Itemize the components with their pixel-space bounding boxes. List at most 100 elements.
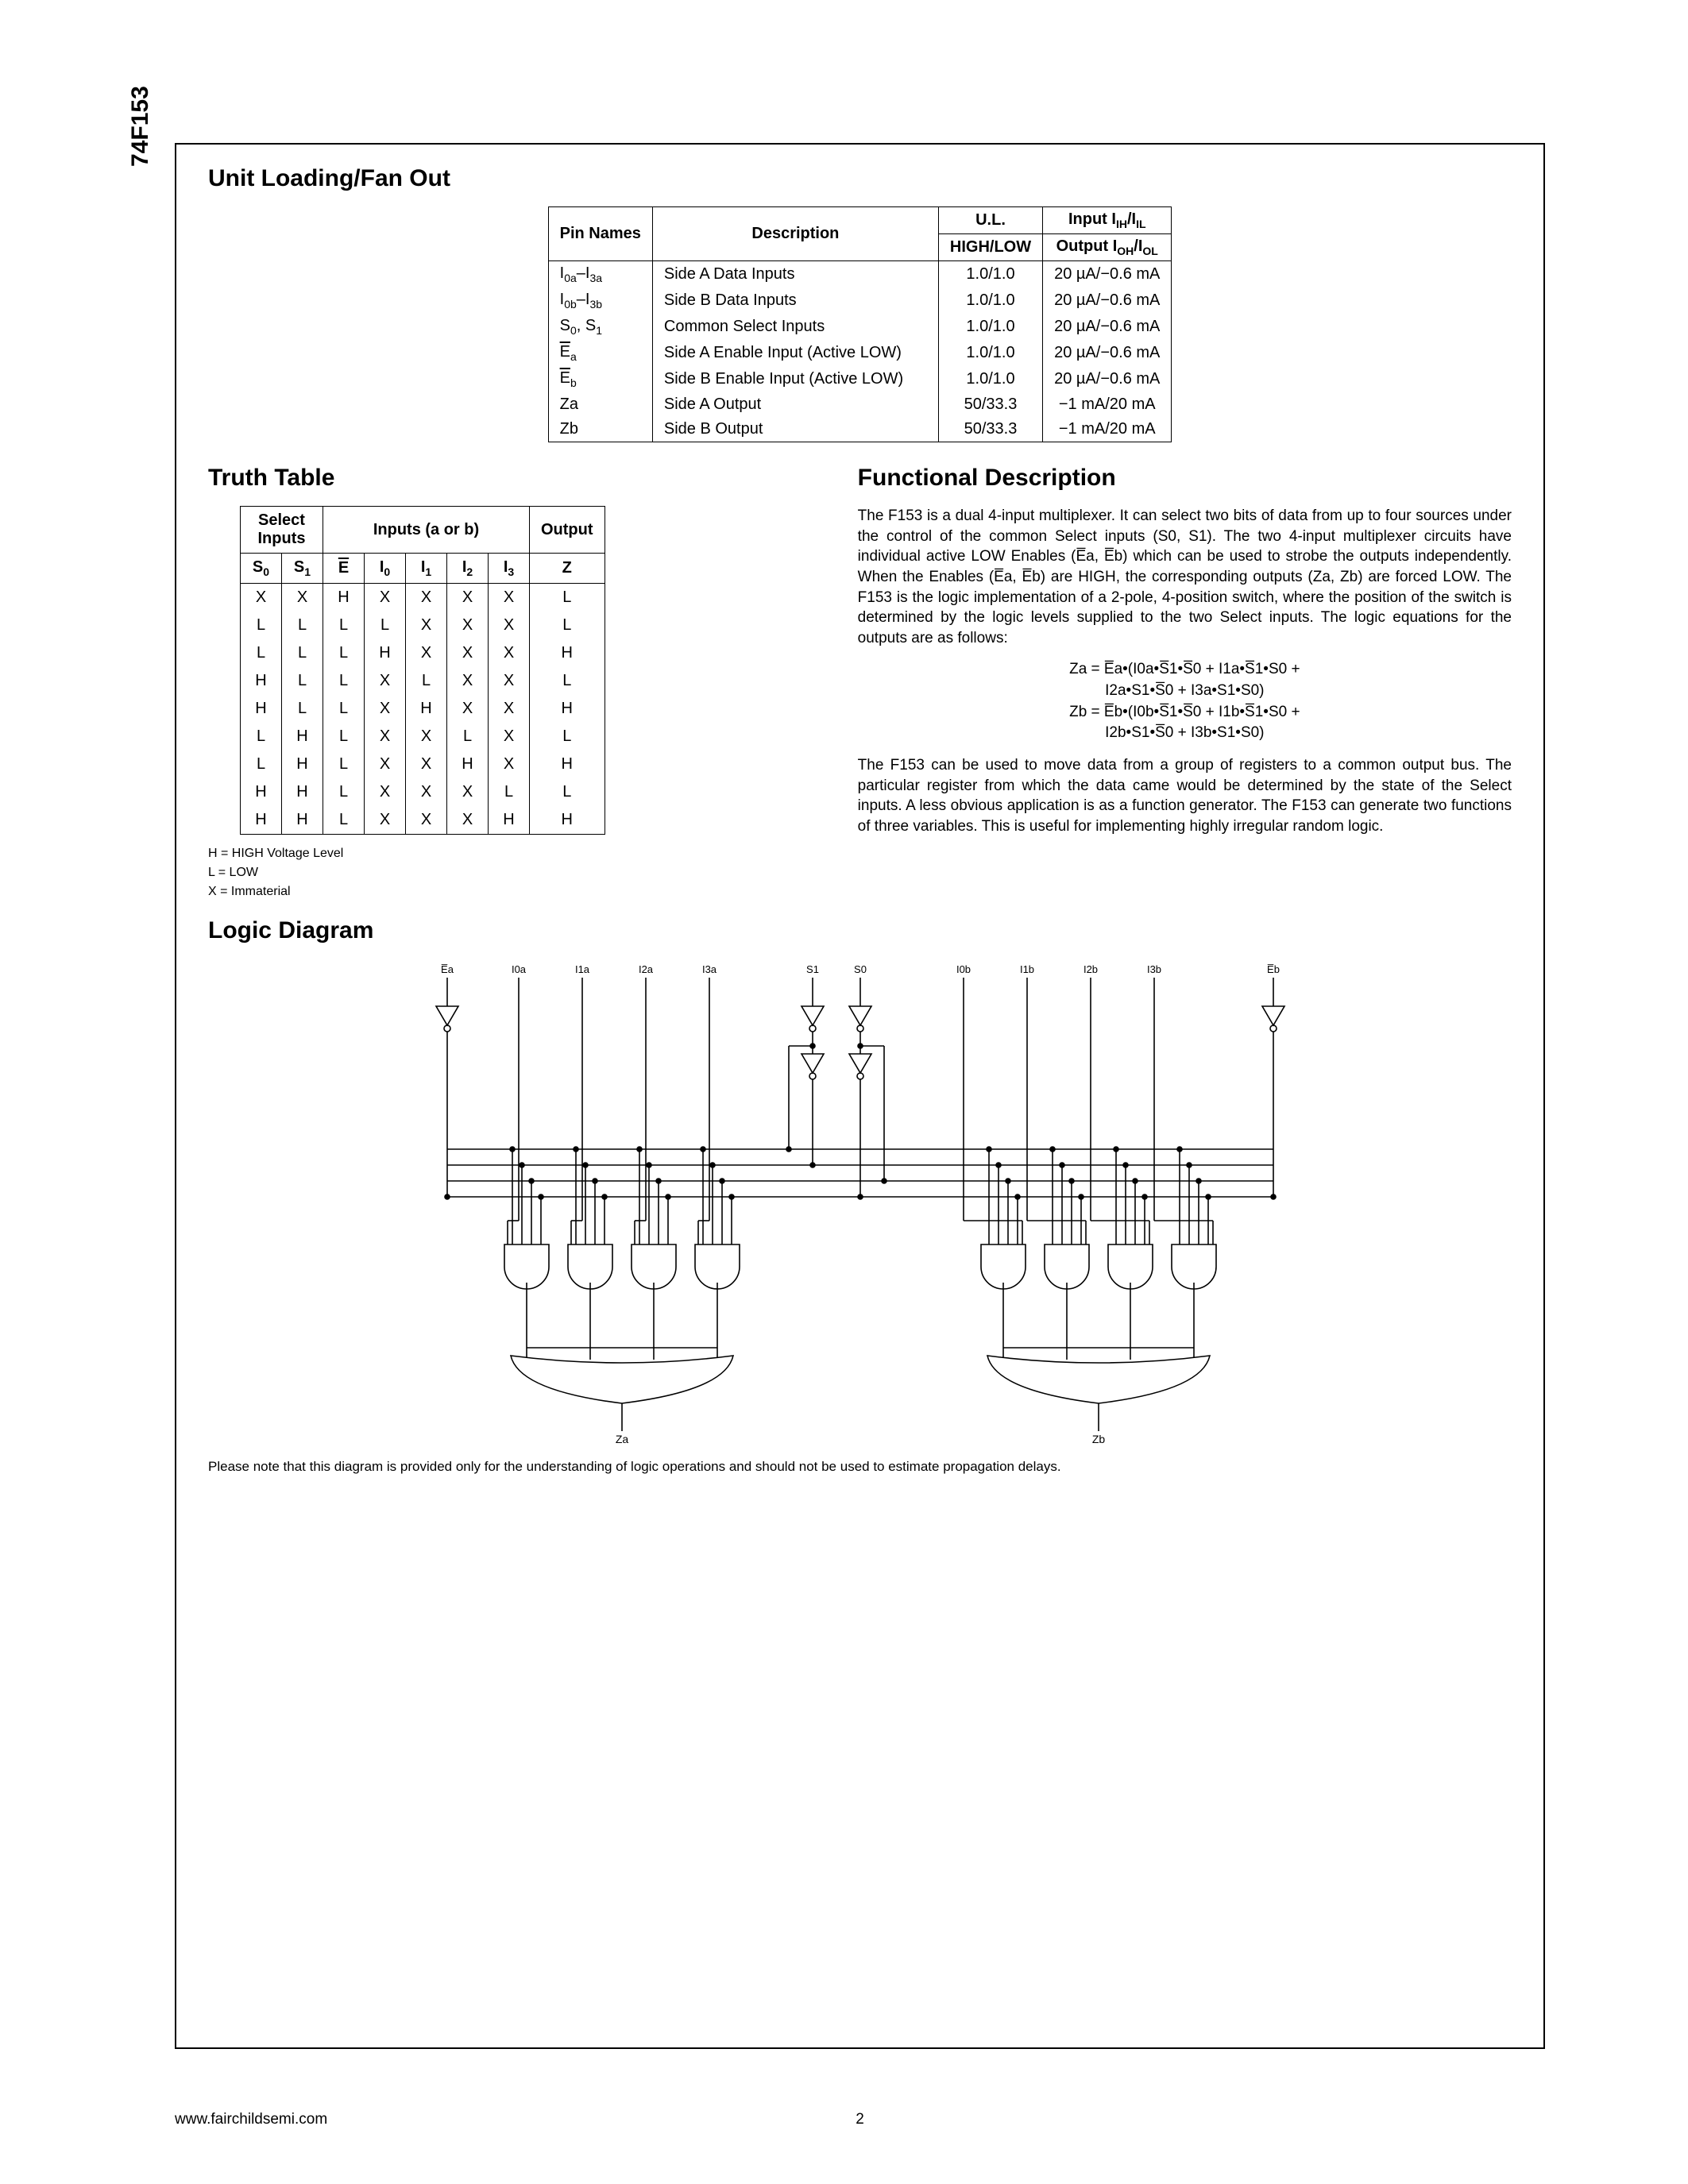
functional-paragraph-1: The F153 is a dual 4-input multiplexer. …	[858, 506, 1512, 648]
svg-text:E̅b: E̅b	[1267, 963, 1280, 975]
cell-io: 20 µA/−0.6 mA	[1043, 261, 1172, 288]
cell: L	[365, 612, 406, 639]
cell: X	[365, 667, 406, 695]
cell: L	[282, 639, 323, 667]
logic-equations: Za = E̅a•(I0a•S̅1•S̅0 + I1a•S̅1•S0 + I2a…	[858, 659, 1512, 743]
footer-url: www.fairchildsemi.com	[175, 2111, 327, 2128]
eq-zb-line1: Zb = E̅b•(I0b•S̅1•S̅0 + I1b•S̅1•S0 +	[858, 702, 1512, 723]
cell: L	[282, 667, 323, 695]
cell: X	[489, 695, 530, 723]
cell: L	[241, 723, 282, 751]
cell-pin: Ea	[548, 340, 652, 366]
cell: L	[323, 667, 365, 695]
cell: X	[406, 723, 447, 751]
cell: X	[365, 584, 406, 612]
eq-za-line2: I2a•S1•S̅0 + I3a•S1•S0)	[858, 681, 1512, 702]
cell: H	[530, 639, 605, 667]
cell-ul: 1.0/1.0	[938, 340, 1042, 366]
table-row: I0b–I3bSide B Data Inputs1.0/1.020 µA/−0…	[548, 287, 1172, 314]
th-col: Z	[530, 554, 605, 584]
cell-desc: Common Select Inputs	[652, 314, 938, 340]
cell: L	[530, 778, 605, 806]
cell: L	[406, 667, 447, 695]
cell-ul: 50/33.3	[938, 417, 1042, 442]
table-row: HLLXLXXL	[241, 667, 605, 695]
table-row: HHLXXXLL	[241, 778, 605, 806]
table-row: ZbSide B Output50/33.3−1 mA/20 mA	[548, 417, 1172, 442]
cell-desc: Side A Output	[652, 392, 938, 417]
cell: X	[489, 723, 530, 751]
cell: L	[282, 695, 323, 723]
cell: H	[406, 695, 447, 723]
svg-text:Zb: Zb	[1091, 1433, 1105, 1445]
cell: L	[241, 639, 282, 667]
cell-io: −1 mA/20 mA	[1043, 417, 1172, 442]
cell: L	[323, 751, 365, 778]
cell: H	[530, 695, 605, 723]
cell: X	[406, 584, 447, 612]
cell: X	[447, 695, 489, 723]
th-col: I0	[365, 554, 406, 584]
cell: L	[530, 723, 605, 751]
table-row: EaSide A Enable Input (Active LOW)1.0/1.…	[548, 340, 1172, 366]
table-row: LLLHXXXH	[241, 639, 605, 667]
cell: X	[447, 778, 489, 806]
svg-text:I0b: I0b	[956, 963, 970, 975]
cell: X	[489, 612, 530, 639]
cell: X	[406, 778, 447, 806]
svg-text:I2b: I2b	[1083, 963, 1097, 975]
svg-text:E̅a: E̅a	[441, 963, 454, 975]
logic-diagram-svg: E̅aI0aI1aI2aI3aS1S0I0bI1bI2bI3bE̅b Za Zb	[384, 959, 1337, 1451]
cell: X	[489, 751, 530, 778]
cell: H	[241, 667, 282, 695]
cell: X	[241, 584, 282, 612]
svg-text:I3a: I3a	[701, 963, 717, 975]
th-output-io: Output IOH/IOL	[1043, 234, 1172, 261]
cell: H	[282, 751, 323, 778]
section-title-loading: Unit Loading/Fan Out	[208, 165, 1512, 192]
legend-l: L = LOW	[208, 863, 834, 882]
cell: X	[489, 584, 530, 612]
svg-text:I1b: I1b	[1019, 963, 1033, 975]
cell: X	[365, 723, 406, 751]
cell: H	[241, 695, 282, 723]
cell: X	[447, 667, 489, 695]
cell-pin: Za	[548, 392, 652, 417]
cell: L	[323, 723, 365, 751]
cell: H	[323, 584, 365, 612]
cell: X	[406, 612, 447, 639]
cell-pin: S0, S1	[548, 314, 652, 340]
th-inputs-ab: Inputs (a or b)	[323, 507, 530, 554]
cell: L	[282, 612, 323, 639]
th-select-inputs: Select Inputs	[241, 507, 323, 554]
section-title-functional: Functional Description	[858, 465, 1512, 492]
th-col: E	[323, 554, 365, 584]
cell: L	[241, 612, 282, 639]
cell-pin: Zb	[548, 417, 652, 442]
cell-desc: Side B Data Inputs	[652, 287, 938, 314]
cell: L	[323, 806, 365, 835]
cell: X	[365, 695, 406, 723]
table-row: HLLXHXXH	[241, 695, 605, 723]
cell: H	[489, 806, 530, 835]
th-col: I1	[406, 554, 447, 584]
cell: X	[406, 751, 447, 778]
loading-fanout-table: Pin Names Description U.L. Input IIH/IIL…	[548, 206, 1172, 442]
th-col: S1	[282, 554, 323, 584]
cell-desc: Side B Enable Input (Active LOW)	[652, 366, 938, 392]
cell: X	[489, 639, 530, 667]
legend-x: X = Immaterial	[208, 882, 834, 901]
cell-desc: Side A Enable Input (Active LOW)	[652, 340, 938, 366]
th-col: I3	[489, 554, 530, 584]
cell: X	[365, 806, 406, 835]
svg-text:S0: S0	[854, 963, 867, 975]
table-row: LHLXXLXL	[241, 723, 605, 751]
cell-io: −1 mA/20 mA	[1043, 392, 1172, 417]
cell: H	[447, 751, 489, 778]
cell-io: 20 µA/−0.6 mA	[1043, 340, 1172, 366]
table-row: HHLXXXHH	[241, 806, 605, 835]
page-footer: www.fairchildsemi.com 2	[175, 2111, 1545, 2128]
svg-text:I2a: I2a	[638, 963, 653, 975]
th-pin-names: Pin Names	[548, 207, 652, 261]
cell: L	[530, 667, 605, 695]
